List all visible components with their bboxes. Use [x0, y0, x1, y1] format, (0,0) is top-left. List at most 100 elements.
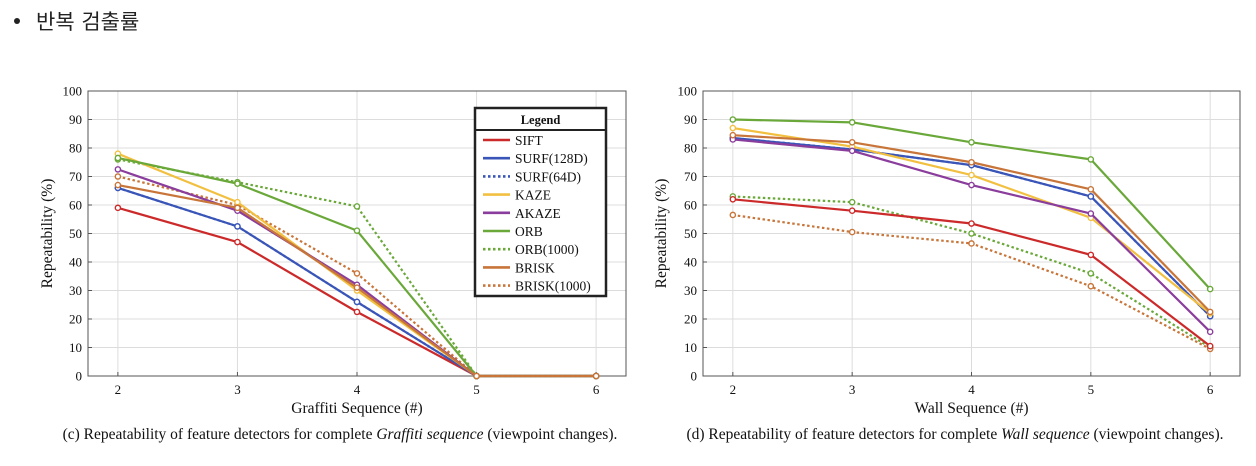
- data-point: [1206, 308, 1214, 316]
- data-point: [353, 284, 361, 291]
- data-point: [729, 211, 737, 219]
- y-tick-label: 20: [684, 312, 697, 327]
- data-point: [1087, 156, 1095, 163]
- section-heading: 반복 검출률: [14, 6, 139, 36]
- x-axis-label: Graffiti Sequence (#): [291, 400, 422, 417]
- y-tick-label: 50: [69, 226, 82, 241]
- y-tick-label: 0: [76, 369, 83, 384]
- data-point: [848, 138, 856, 146]
- y-tick-label: 50: [684, 226, 697, 241]
- data-point: [729, 195, 737, 203]
- y-axis-label: Repeatability (%): [653, 179, 670, 289]
- y-tick-label: 80: [684, 141, 697, 156]
- data-point: [848, 147, 856, 155]
- y-tick-label: 100: [678, 84, 698, 99]
- data-point: [114, 166, 122, 173]
- data-point: [968, 240, 975, 247]
- y-tick-label: 90: [69, 112, 82, 127]
- x-tick-label: 3: [849, 382, 856, 397]
- data-point: [729, 124, 737, 132]
- caption-wall: (d) Repeatability of feature detectors f…: [660, 425, 1250, 444]
- data-point: [968, 158, 975, 166]
- data-point: [353, 298, 361, 306]
- series-akaze: [729, 136, 1214, 336]
- series-line: [732, 195, 1211, 349]
- legend-label: AKAZE: [515, 206, 561, 221]
- data-point: [1087, 186, 1095, 193]
- caption-graffiti-part1: (c) Repeatability of feature detectors f…: [62, 426, 377, 443]
- data-point: [848, 207, 856, 214]
- data-point: [848, 119, 856, 126]
- data-point: [968, 138, 975, 146]
- data-point: [353, 308, 361, 316]
- series-sift: [729, 195, 1214, 350]
- data-point: [473, 372, 480, 380]
- caption-graffiti: (c) Repeatability of feature detectors f…: [40, 425, 640, 444]
- x-tick-label: 2: [730, 382, 737, 397]
- data-point: [114, 154, 122, 162]
- caption-wall-part2: (viewpoint changes).: [1089, 426, 1224, 443]
- y-tick-label: 20: [69, 312, 82, 327]
- legend-title: Legend: [521, 113, 561, 127]
- y-tick-label: 70: [684, 169, 697, 184]
- data-point: [114, 181, 122, 189]
- data-point: [353, 270, 361, 277]
- x-tick-label: 6: [1207, 382, 1214, 397]
- data-point: [234, 180, 241, 187]
- y-tick-label: 10: [69, 340, 82, 355]
- y-tick-label: 60: [69, 198, 82, 213]
- series-brisk: [729, 131, 1214, 316]
- caption-wall-part1: (d) Repeatability of feature detectors f…: [686, 426, 1002, 443]
- legend-label: KAZE: [515, 188, 551, 203]
- data-point: [729, 131, 737, 139]
- legend-label: SURF(64D): [515, 169, 581, 184]
- legend-label: SURF(128D): [515, 151, 588, 166]
- data-point: [848, 228, 856, 236]
- x-tick-label: 6: [593, 382, 600, 397]
- legend-label: BRISK(1000): [515, 279, 591, 294]
- data-point: [234, 223, 241, 230]
- data-point: [353, 203, 361, 210]
- data-point: [1087, 270, 1095, 277]
- legend-label: ORB: [515, 224, 543, 239]
- y-tick-label: 60: [684, 198, 697, 213]
- legend-label: BRISK: [515, 260, 555, 275]
- data-point: [1206, 285, 1214, 293]
- y-tick-label: 80: [69, 141, 82, 156]
- x-tick-label: 5: [473, 382, 480, 397]
- y-tick-label: 10: [684, 340, 697, 355]
- series-orb: [729, 116, 1214, 293]
- y-axis-label: Repeatability (%): [39, 179, 56, 289]
- x-axis-label: Wall Sequence (#): [914, 400, 1028, 417]
- y-tick-label: 100: [63, 84, 83, 99]
- data-point: [234, 204, 241, 212]
- x-tick-label: 4: [354, 382, 361, 397]
- chart-wall: 0 10 20 30 40 50 60 70 80 90 100 2 3 4 5 6 Wall Sequence…: [653, 84, 1241, 417]
- data-point: [968, 181, 975, 189]
- data-point: [1087, 193, 1095, 200]
- y-tick-label: 40: [69, 255, 82, 270]
- data-point: [1206, 328, 1214, 336]
- caption-graffiti-emph: Graffiti sequence: [376, 426, 484, 443]
- legend-label: ORB(1000): [515, 242, 579, 257]
- x-tick-label: 5: [1088, 382, 1095, 397]
- data-point: [729, 116, 737, 123]
- y-tick-label: 0: [691, 369, 698, 384]
- y-tick-label: 90: [684, 112, 697, 127]
- data-point: [848, 198, 856, 206]
- data-point: [1206, 342, 1214, 350]
- data-point: [114, 173, 122, 180]
- legend-label: SIFT: [515, 133, 544, 148]
- data-point: [968, 220, 975, 227]
- y-tick-label: 70: [69, 169, 82, 184]
- chart-graffiti: 0 10 20 30 40 50 60 70 80 90 100 2 3 4 5 6 Graffiti Sequ…: [39, 84, 627, 417]
- x-tick-label: 4: [968, 382, 975, 397]
- bullet-icon: [14, 18, 20, 24]
- y-tick-label: 30: [69, 283, 82, 298]
- y-tick-label: 40: [684, 255, 697, 270]
- data-point: [234, 198, 241, 206]
- legend: Legend SIFT SURF(128D) SURF(64D) KAZE AKAZE OR…: [473, 106, 608, 298]
- data-point: [1087, 251, 1095, 259]
- x-tick-label: 3: [234, 382, 241, 397]
